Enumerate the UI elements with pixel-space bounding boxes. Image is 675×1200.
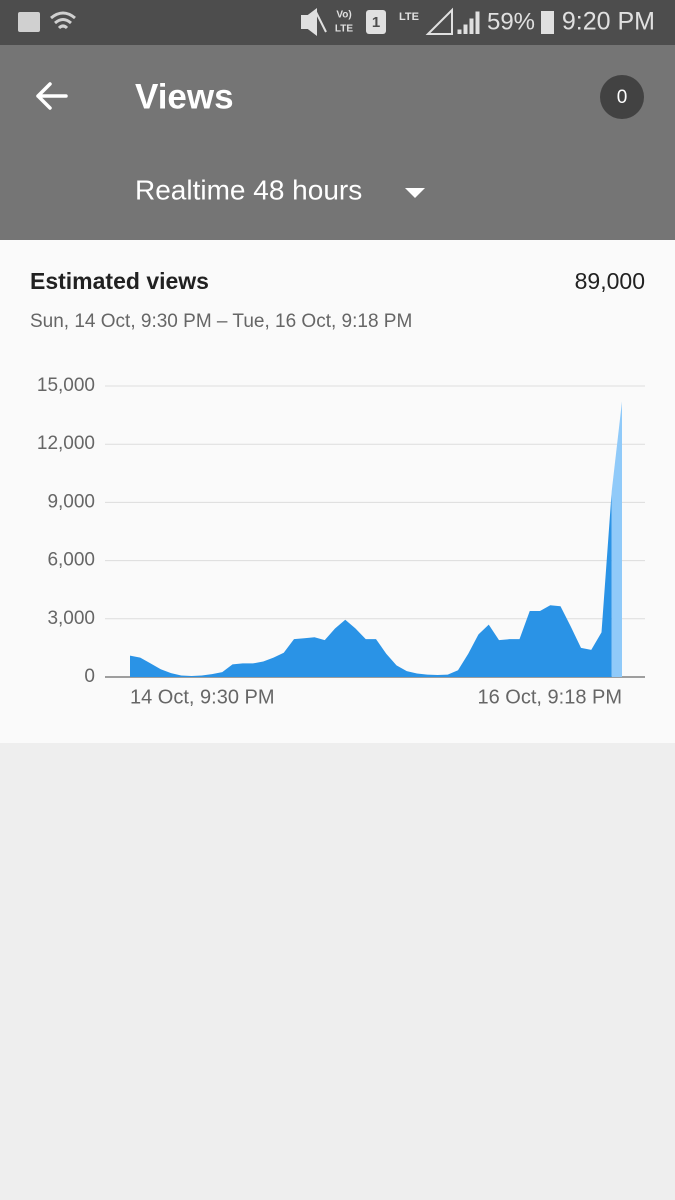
y-tick-label: 6,000 [47, 550, 95, 571]
y-tick-label: 0 [84, 666, 95, 687]
battery-icon [541, 11, 554, 34]
area [130, 490, 612, 677]
app-title: Views [135, 77, 234, 116]
badge[interactable] [600, 75, 644, 119]
x-tick-label: 16 Oct, 9:18 PM [477, 686, 622, 708]
badge-count: 0 [617, 87, 628, 108]
app-bar [0, 45, 675, 240]
current-area [611, 401, 622, 677]
period-dropdown[interactable]: Realtime 48 hours [135, 174, 362, 205]
y-tick-label: 9,000 [47, 491, 95, 512]
gallery-icon [18, 12, 40, 32]
dropdown-arrow[interactable] [405, 188, 425, 198]
y-tick-label: 12,000 [37, 433, 95, 454]
back-button[interactable] [36, 82, 68, 110]
x-tick-label: 14 Oct, 9:30 PM [130, 686, 275, 708]
network-label: LTE [335, 24, 353, 35]
clock: 9:20 PM [562, 8, 655, 36]
mute-icon [301, 8, 327, 36]
sim-icon [366, 10, 386, 34]
wifi-icon [50, 11, 76, 30]
battery-percent: 59% [487, 8, 535, 35]
sim-label: 1 [372, 14, 380, 31]
network-label: Vo) [336, 10, 351, 21]
signal-icon [457, 11, 480, 34]
y-tick-label: 15,000 [37, 375, 95, 396]
card-title: Estimated views [30, 268, 209, 294]
chart: 0 3,000 6,000 9,000 12,000 15,000 14 Oct, 9:30… [37, 375, 645, 708]
y-tick-label: 3,000 [47, 608, 95, 629]
card-total: 89,000 [575, 268, 645, 294]
date-range: Sun, 14 Oct, 9:30 PM – Tue, 16 Oct, 9:18… [30, 311, 412, 332]
lte-label: LTE [399, 11, 419, 23]
status-bar [0, 0, 675, 45]
signal-icon [425, 7, 453, 35]
